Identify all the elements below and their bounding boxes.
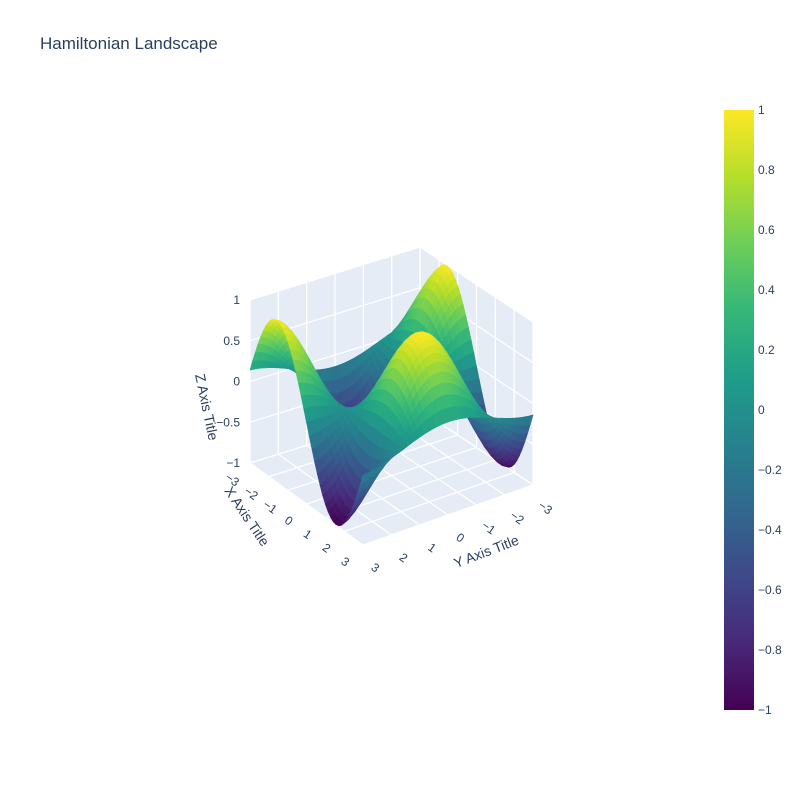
y-tick-label: 1 — [425, 540, 439, 555]
colorbar-gradient — [724, 110, 754, 710]
y-tick-label: −1 — [479, 518, 499, 538]
y-tick-label: 2 — [397, 550, 411, 565]
colorbar: 1 0.8 0.6 0.4 0.2 0 −0.2 −0.4 −0.6 −0.8 −1 — [724, 103, 782, 717]
gridline-wall-z — [249, 246, 421, 301]
x-tick-label: 3 — [339, 554, 353, 569]
colorbar-tick-label: −0.4 — [758, 523, 782, 537]
x-tick-label: 1 — [301, 527, 315, 542]
colorbar-tick-label: 1 — [758, 103, 765, 117]
colorbar-tick-label: 0.6 — [758, 223, 775, 237]
z-tick-label: −1 — [226, 456, 240, 470]
y-tick-label: 3 — [369, 560, 383, 575]
z-tick-label: 1 — [233, 293, 240, 307]
y-tick-label: 0 — [454, 530, 468, 545]
colorbar-tick-label: 0 — [758, 403, 765, 417]
colorbar-tick-label: −0.6 — [758, 583, 782, 597]
gridline-floor-y — [249, 462, 364, 546]
x-tick-label: 0 — [282, 513, 296, 528]
chart-title: Hamiltonian Landscape — [40, 34, 218, 53]
z-tick-label: 0 — [233, 375, 240, 389]
z-tick-label: −0.5 — [216, 415, 240, 429]
y-tick-label: −2 — [507, 508, 527, 528]
gridline-wall-z — [419, 246, 534, 323]
colorbar-tick-label: −1 — [758, 703, 772, 717]
colorbar-tick-label: 0.4 — [758, 283, 775, 297]
z-axis-label: Z Axis Title — [192, 372, 222, 442]
colorbar-tick-label: −0.2 — [758, 463, 782, 477]
y-tick-label: −3 — [536, 498, 556, 518]
colorbar-tick-label: 0.2 — [758, 343, 775, 357]
colorbar-tick-label: −0.8 — [758, 643, 782, 657]
surface-patch — [359, 472, 368, 485]
x-tick-label: −1 — [260, 497, 280, 517]
colorbar-tick-label: 0.8 — [758, 163, 775, 177]
z-tick-label: 0.5 — [223, 334, 240, 348]
x-tick-label: 2 — [320, 540, 334, 555]
surface-mesh — [249, 264, 534, 527]
